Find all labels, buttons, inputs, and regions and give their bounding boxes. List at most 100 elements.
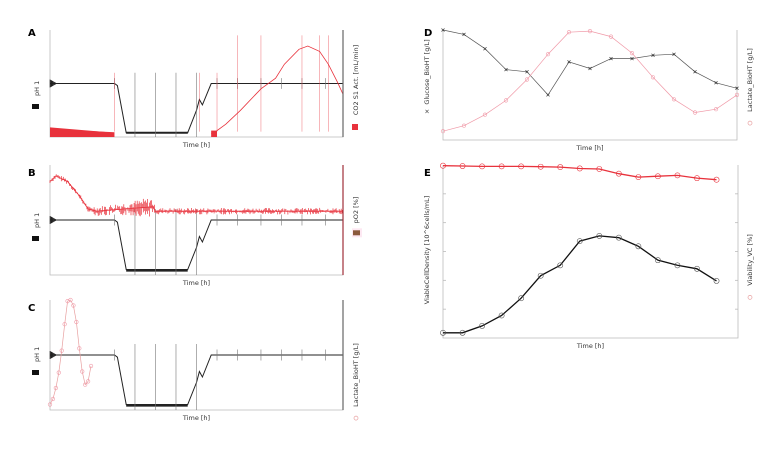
data-point-circle: [635, 243, 642, 250]
data-point-circle: [537, 272, 544, 279]
data-point-x: [504, 67, 508, 72]
data-point-circle: [629, 50, 635, 56]
panel-d: D Time [h] × Glucose_BioHT [g/L] Lactate_Bio…: [423, 28, 754, 152]
data-point-x: [693, 70, 697, 74]
panel-a: A Time [h] pH 1 CO2 S1 Act. [mL/min]: [28, 28, 360, 149]
data-point-circle: [62, 322, 67, 327]
panel-letter: A: [28, 28, 36, 39]
data-point-circle: [479, 163, 485, 170]
data-point-circle: [74, 319, 79, 325]
data-point-circle: [482, 112, 488, 117]
data-point-circle: [77, 346, 82, 351]
data-point-circle: [694, 265, 700, 272]
data-point-circle: [83, 382, 88, 387]
data-point-x: [483, 46, 487, 51]
legend-marker-circle-icon: [747, 295, 753, 300]
left-axis-legend: pH 1: [32, 347, 41, 375]
data-point-circle: [47, 402, 53, 407]
data-point-circle: [576, 165, 583, 172]
series-line: [442, 29, 738, 96]
data-point-x: [714, 81, 718, 85]
data-point-circle: [692, 110, 698, 115]
data-point-circle: [59, 348, 64, 353]
data-point-circle: [674, 262, 681, 269]
data-point-circle: [671, 97, 677, 102]
data-point-circle: [50, 396, 56, 402]
data-point-circle: [566, 30, 572, 35]
left-axis-label: ViableCellDensity [10^6cells/mL]: [423, 196, 431, 305]
data-point-x: [609, 56, 613, 61]
data-point-circle: [53, 385, 58, 391]
legend-swatch-ph: [32, 104, 39, 109]
x-axis-label: Time [h]: [182, 279, 210, 287]
x-axis-label: Time [h]: [182, 141, 210, 149]
series-line-ph: [50, 354, 343, 405]
panel-b: B Time [h] pH 1 pO2 [%]: [28, 165, 362, 287]
data-point-circle: [655, 257, 661, 264]
data-point-circle: [518, 295, 525, 302]
right-axis-legend: Lactate_BioHT [g/L]: [352, 343, 360, 421]
data-point-x: [546, 93, 550, 97]
right-axis-legend: Viability_VC [%]: [746, 234, 754, 300]
data-point-circle: [635, 174, 642, 181]
data-point-circle: [459, 163, 466, 169]
data-point-circle: [65, 299, 70, 304]
data-point-circle: [713, 107, 719, 112]
left-axis-label: pH 1: [33, 213, 41, 228]
panel-e: E Time [h] ViableCellDensity [10^6cells/mL…: [423, 162, 754, 350]
data-point-x: [462, 32, 466, 37]
series-line-ph: [50, 83, 343, 134]
data-point-circle: [85, 379, 91, 384]
data-point-circle: [545, 52, 551, 57]
series-line: [442, 30, 738, 132]
plot-frame: [442, 30, 738, 141]
legend-marker-circle-icon: [353, 415, 359, 421]
data-point-circle: [68, 297, 73, 303]
data-point-circle: [459, 329, 466, 336]
data-point-circle: [713, 278, 720, 284]
legend-swatch-ph: [32, 236, 39, 241]
data-point-circle: [713, 176, 720, 183]
data-point-circle: [655, 173, 661, 180]
legend-swatch-co2: [352, 124, 358, 130]
x-axis-label: Time [h]: [182, 414, 210, 422]
left-axis-legend: × Glucose_BioHT [g/L]: [423, 39, 431, 114]
data-point-circle: [557, 164, 564, 170]
plot-frame: [442, 165, 739, 339]
data-point-x: [630, 56, 634, 61]
data-point-circle: [537, 163, 544, 170]
data-point-circle: [479, 322, 485, 329]
data-point-circle: [518, 163, 525, 170]
po2-noise: [49, 174, 343, 217]
data-point-circle: [596, 166, 603, 172]
data-point-circle: [615, 170, 622, 177]
data-point-circle: [615, 234, 622, 241]
data-point-circle: [88, 363, 94, 369]
data-point-circle: [734, 92, 740, 97]
x-axis-label: Time [h]: [575, 144, 603, 152]
data-point-circle: [498, 312, 505, 319]
right-axis-label: Lactate_BioHT [g/L]: [352, 343, 360, 407]
panel-letter: C: [28, 303, 35, 314]
left-axis-label: Glucose_BioHT [g/L]: [423, 39, 431, 104]
data-point-circle: [498, 163, 505, 170]
data-point-circle: [587, 29, 593, 34]
panel-letter: B: [28, 168, 36, 179]
right-axis-label: Viability_VC [%]: [746, 234, 754, 286]
data-point-circle: [71, 303, 76, 308]
data-point-circle: [440, 129, 446, 134]
left-axis-legend: pH 1: [32, 81, 41, 109]
left-axis-legend: pH 1: [32, 213, 41, 241]
panel-letter: D: [424, 28, 432, 39]
right-axis-label: CO2 S1 Act. [mL/min]: [352, 45, 360, 115]
series-line: [49, 299, 92, 405]
x-axis-label: Time [h]: [576, 342, 604, 350]
series-line-b-red: [49, 175, 343, 212]
legend-marker-x-icon: ×: [423, 109, 431, 114]
legend-swatch-ph: [32, 370, 39, 375]
data-point-x: [567, 60, 571, 64]
data-point-circle: [440, 329, 446, 336]
data-point-circle: [608, 34, 614, 39]
data-point-x: [651, 53, 655, 58]
